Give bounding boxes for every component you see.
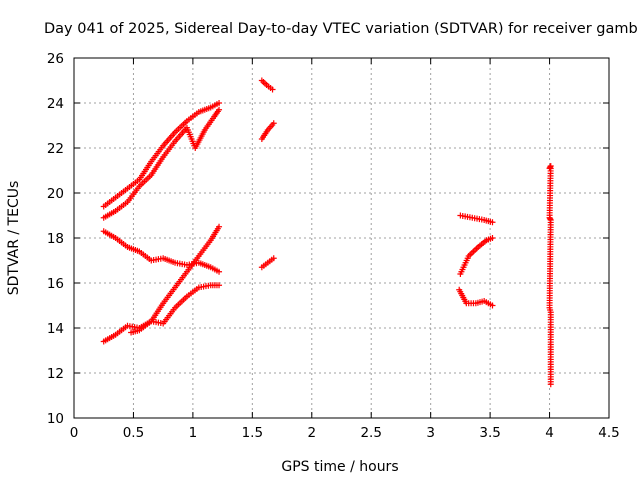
y-tick-label: 20 xyxy=(47,186,64,202)
y-tick-label: 24 xyxy=(47,96,64,112)
data-point xyxy=(270,120,277,127)
x-tick-label: 3.5 xyxy=(479,425,500,441)
series-seg-3.3-upper xyxy=(457,212,496,226)
series-seg-3.3-mid xyxy=(457,235,496,277)
series-seg-4.0 xyxy=(546,163,554,388)
x-tick-label: 1.5 xyxy=(242,425,263,441)
x-tick-label: 0 xyxy=(70,425,79,441)
series-seg-1.6-top xyxy=(258,77,276,93)
y-tick-label: 26 xyxy=(47,51,64,67)
series-arc-low-a xyxy=(100,282,223,345)
x-tick-label: 3 xyxy=(426,425,435,441)
data-point xyxy=(216,268,223,275)
data-points xyxy=(100,77,554,388)
x-tick-label: 4.5 xyxy=(598,425,619,441)
y-tick-label: 18 xyxy=(47,231,64,247)
series-arc-upper-b xyxy=(100,106,223,221)
x-axis-label: GPS time / hours xyxy=(281,459,398,475)
y-tick-label: 10 xyxy=(47,411,64,427)
y-tick-label: 16 xyxy=(47,276,64,292)
data-point xyxy=(216,106,223,113)
data-point xyxy=(547,381,554,388)
series-arc-upper-a xyxy=(100,100,223,210)
series-seg-1.6-22 xyxy=(258,120,277,142)
data-point xyxy=(216,282,223,289)
y-axis-label: SDTVAR / TECUs xyxy=(6,181,22,296)
series-seg-1.6-16 xyxy=(258,255,277,271)
series-seg-3.3-low xyxy=(456,286,496,309)
y-tick-label: 12 xyxy=(47,366,64,382)
x-tick-label: 2.5 xyxy=(360,425,381,441)
grid xyxy=(74,58,609,418)
data-point xyxy=(489,235,496,241)
x-tick-label: 4 xyxy=(545,425,554,441)
x-tick-label: 1 xyxy=(189,425,198,441)
x-tick-label: 0.5 xyxy=(123,425,144,441)
y-tick-label: 14 xyxy=(47,321,64,337)
axis-ticks: 0 0.5 1 1.5 2 2.5 3 3.5 4 4.5 10 12 14 16 18 20 22 24 26 xyxy=(47,51,620,441)
y-tick-label: 22 xyxy=(47,141,64,157)
data-point xyxy=(216,100,223,106)
data-point xyxy=(489,219,496,226)
x-tick-label: 2 xyxy=(307,425,316,441)
series-arc-low-b xyxy=(128,223,223,336)
data-point xyxy=(489,302,496,309)
data-point xyxy=(270,255,277,262)
data-point xyxy=(216,223,223,230)
data-point xyxy=(269,86,276,93)
series-arc-mid xyxy=(100,228,223,275)
chart-title: Day 041 of 2025, Sidereal Day-to-day VTE… xyxy=(44,21,638,37)
